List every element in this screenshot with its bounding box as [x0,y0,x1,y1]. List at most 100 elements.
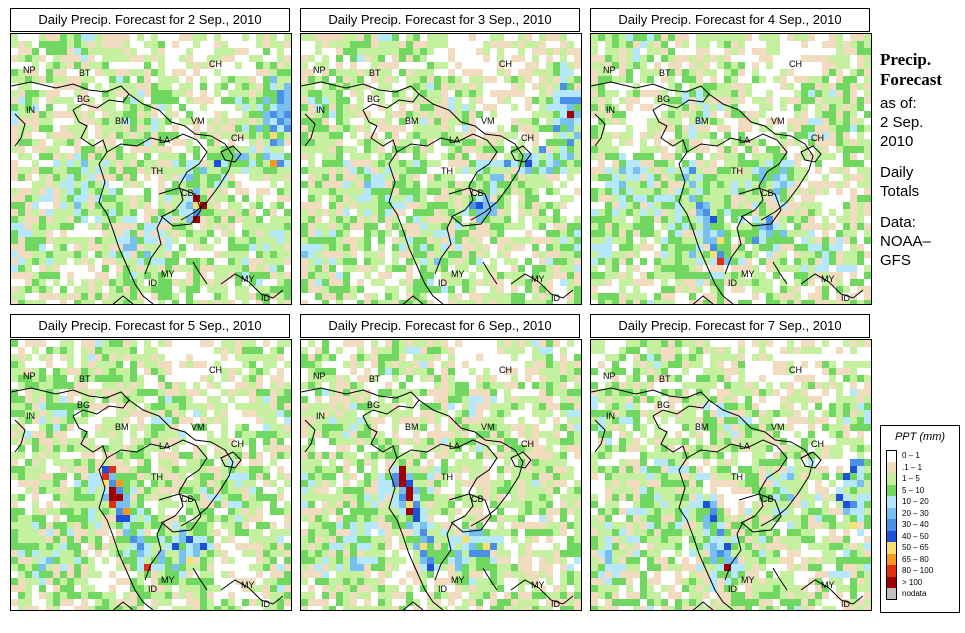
country-boundary [448,187,492,227]
precip-cell [165,389,172,396]
precip-cell [67,536,74,543]
precip-cell [308,34,315,41]
country-label: CH [231,133,244,143]
precip-cell [32,347,39,354]
precip-cell [53,480,60,487]
precip-cell [130,286,137,293]
precip-cell [392,265,399,272]
precip-cell [249,466,256,473]
precip-cell [263,286,270,293]
precip-cell [343,167,350,174]
precip-cell [193,118,200,125]
precip-cell [256,459,263,466]
precip-cell [67,251,74,258]
precip-cell [560,34,567,41]
precip-cell [18,571,25,578]
precip-cell [843,300,850,304]
precip-cell [647,188,654,195]
precip-cell [116,368,123,375]
precip-cell [18,564,25,571]
precip-cell [235,104,242,111]
precip-cell [773,237,780,244]
precip-cell [137,494,144,501]
precip-cell [448,69,455,76]
precip-cell [591,125,598,132]
precip-cell [81,90,88,97]
country-label: CH [789,59,802,69]
precip-cell [553,174,560,181]
precip-cell [277,382,284,389]
precip-cell [766,209,773,216]
precip-cell [413,125,420,132]
precip-cell [39,153,46,160]
precip-cell [378,251,385,258]
precip-cell [179,223,186,230]
precip-cell [284,160,291,167]
precip-cell [179,487,186,494]
precip-cell [640,258,647,265]
precip-cell [263,83,270,90]
precip-cell [392,76,399,83]
precip-cell [399,181,406,188]
precip-cell [18,417,25,424]
precip-cell [137,83,144,90]
precip-cell [11,209,18,216]
precip-cell [350,202,357,209]
precip-cell [67,501,74,508]
precip-cell [329,188,336,195]
precip-cell [207,195,214,202]
precip-cell [32,251,39,258]
precip-cell [315,279,322,286]
precip-cell [731,188,738,195]
precip-cell [137,382,144,389]
precip-cell [752,97,759,104]
precip-cell [399,167,406,174]
precip-cell [661,41,668,48]
precip-cell [619,188,626,195]
precip-cell [364,146,371,153]
precip-cell [277,487,284,494]
precip-cell [186,216,193,223]
precip-cell [560,125,567,132]
precip-cell [165,279,172,286]
precip-cell [67,139,74,146]
precip-cell [74,515,81,522]
precip-cell [214,195,221,202]
precip-cell [497,188,504,195]
precip-cell [392,111,399,118]
precip-cell [18,494,25,501]
precip-cell [612,265,619,272]
precip-cell [88,293,95,300]
precip-cell [626,69,633,76]
precip-cell [329,202,336,209]
country-boundary [482,261,498,285]
precip-cell [560,62,567,69]
precip-cell [626,209,633,216]
precip-cell [277,543,284,550]
precip-cell [448,209,455,216]
precip-cell [53,459,60,466]
precip-cell [235,48,242,55]
precip-cell [591,111,598,118]
precip-cell [682,188,689,195]
precip-cell [462,69,469,76]
precip-cell [102,522,109,529]
precip-cell [116,286,123,293]
precip-cell [200,466,207,473]
precip-cell [822,83,829,90]
precip-cell [815,83,822,90]
precip-cell [364,132,371,139]
precip-cell [67,167,74,174]
precip-cell [301,167,308,174]
precip-cell [490,223,497,230]
precip-cell [95,209,102,216]
precip-cell [256,195,263,202]
precip-cell [392,202,399,209]
precip-cell [350,104,357,111]
precip-cell [165,230,172,237]
precip-cell [46,230,53,237]
precip-cell [235,90,242,97]
precip-cell [179,251,186,258]
precip-cell [462,132,469,139]
precip-cell [102,431,109,438]
